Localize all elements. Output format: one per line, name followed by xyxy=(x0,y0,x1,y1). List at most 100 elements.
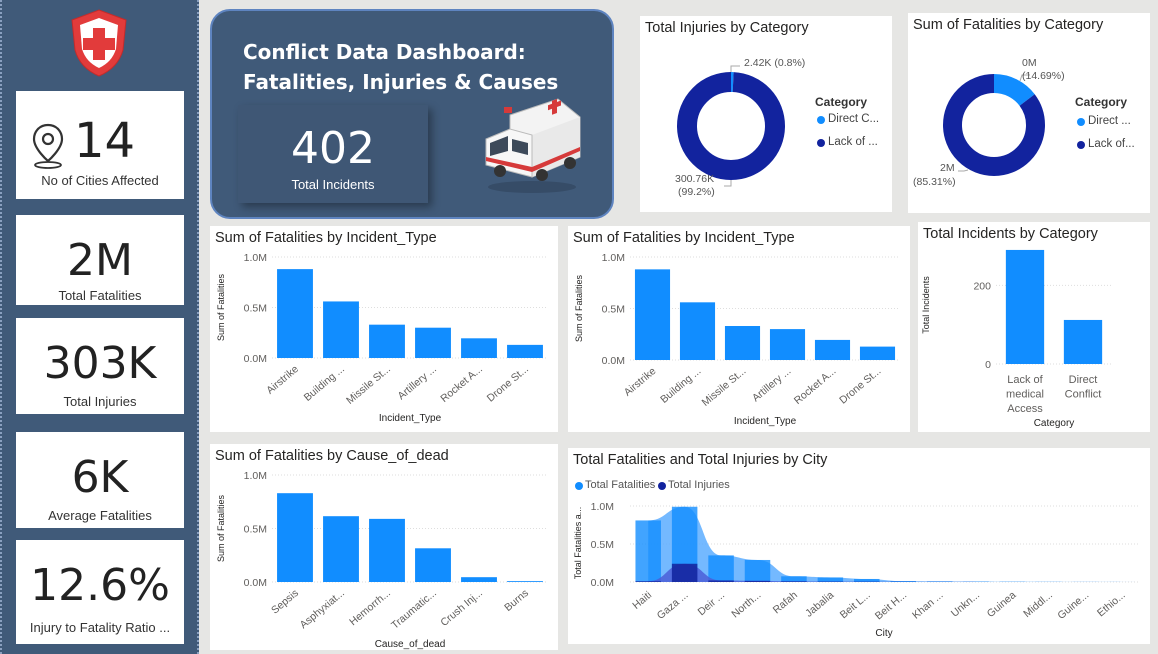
x-tick-label: Haiti xyxy=(630,589,654,612)
bar xyxy=(1063,319,1103,364)
donut-label-large-pct: (99.2%) xyxy=(678,186,715,198)
x-tick-label: Lack of xyxy=(1007,374,1043,386)
y-tick-label: 1.0M xyxy=(244,252,267,264)
legend-item-lack[interactable]: Lack of... xyxy=(1088,138,1135,150)
legend-item-direct[interactable]: Direct C... xyxy=(828,113,880,125)
y-axis-label: Sum of Fatalities xyxy=(574,274,584,342)
y-axis-label: Sum of Fatalities xyxy=(216,494,226,562)
y-axis-label: Total Incidents xyxy=(921,276,931,334)
column-total-fatalities xyxy=(890,581,916,582)
donut-label-large: 300.76K xyxy=(675,173,715,185)
kpi-label: Total Fatalities xyxy=(58,288,142,303)
kpi-label: Injury to Fatality Ratio ... xyxy=(29,620,171,635)
x-tick-label: Conflict xyxy=(1065,389,1102,401)
x-tick-label: Rocket A... xyxy=(792,365,839,407)
legend-dot-direct xyxy=(817,116,825,124)
column-total-injuries xyxy=(708,580,734,582)
x-tick-label: Rafah xyxy=(771,589,800,616)
donut-label-small: 2.42K (0.8%) xyxy=(744,57,806,69)
legend-dot-fatalities xyxy=(575,482,583,490)
x-tick-label: Unkn... xyxy=(949,589,982,620)
y-tick-label: 0.0M xyxy=(244,577,267,589)
y-tick-label: 1.0M xyxy=(244,470,267,482)
bar xyxy=(415,327,451,358)
leader-line xyxy=(730,65,740,72)
x-tick-label: Traumatic... xyxy=(389,587,439,632)
y-tick-label: 0.0M xyxy=(244,353,267,365)
column-total-injuries xyxy=(671,563,698,582)
fatalities-by-incident-type-panel-2: Sum of Fatalities by Incident_Type 0.0M 0… xyxy=(568,226,910,432)
hero-banner: Conflict Data Dashboard: Fatalities, Inj… xyxy=(210,9,614,219)
fatalities-by-cause-panel: Sum of Fatalities by Cause_of_dead 0.0M 0… xyxy=(210,444,558,650)
y-tick-label: 0.0M xyxy=(602,355,625,367)
kpi-value: 2M xyxy=(67,235,133,286)
kpi-total-fatalities: 2M Total Fatalities xyxy=(16,215,184,305)
x-tick-label: Rocket A... xyxy=(438,363,485,405)
x-tick-label: Artillery ... xyxy=(395,363,438,402)
x-tick-label: Sepsis xyxy=(269,587,301,616)
bar xyxy=(277,493,313,582)
x-tick-label: Beit H... xyxy=(873,589,909,622)
y-tick-label: 0.5M xyxy=(602,304,625,316)
x-tick-label: Access xyxy=(1007,403,1043,415)
legend-dot-lack xyxy=(817,139,825,147)
y-tick-label: 0.0M xyxy=(591,577,614,589)
x-tick-label: Airstrike xyxy=(264,363,301,397)
column-total-fatalities xyxy=(817,577,844,582)
column-total-fatalities xyxy=(926,581,953,582)
column-total-fatalities xyxy=(781,576,807,582)
donut-slice xyxy=(943,74,1045,176)
bar xyxy=(461,577,497,582)
location-pin-icon xyxy=(32,123,64,169)
fatalities-injuries-by-city-panel: Total Fatalities and Total Injuries by C… xyxy=(568,448,1150,644)
column-total-injuries xyxy=(781,581,807,582)
x-tick-label: Hemorrh... xyxy=(347,587,393,628)
legend-dot-direct xyxy=(1077,118,1085,126)
y-tick-label: 0.5M xyxy=(244,303,267,315)
column-total-fatalities xyxy=(854,578,880,582)
x-tick-label: Missile St... xyxy=(344,363,393,407)
kpi-cities-affected: 14 No of Cities Affected xyxy=(16,91,184,199)
bar xyxy=(323,516,359,582)
x-axis-label: Category xyxy=(1034,418,1075,429)
y-tick-label: 0.5M xyxy=(244,524,267,536)
fatalities-incident-bar-chart: 0.0M 0.5M 1.0M Airstrike Building ...Missile… xyxy=(216,252,548,424)
legend-item-lack[interactable]: Lack of ... xyxy=(828,136,878,148)
legend-item-fatalities[interactable]: Total Fatalities xyxy=(585,479,656,491)
y-tick-label: 1.0M xyxy=(591,501,614,513)
injuries-donut-chart xyxy=(677,65,785,187)
kpi-average-fatalities: 6K Average Fatalities xyxy=(16,432,184,528)
dashboard-title-line2: Fatalities, Injuries & Causes xyxy=(243,70,559,94)
total-incidents-label: Total Incidents xyxy=(291,177,375,192)
x-tick-label: Beit L... xyxy=(838,589,873,621)
x-tick-label: Missile St... xyxy=(700,365,749,409)
total-incidents-value: 402 xyxy=(291,123,375,174)
city-area-chart: 0.0M 0.5M 1.0M Haiti Gaza ... Deir ... North..… xyxy=(573,501,1140,639)
bar xyxy=(1005,249,1045,364)
x-axis-label: City xyxy=(875,628,892,639)
legend-item-injuries[interactable]: Total Injuries xyxy=(668,479,730,491)
leader-line xyxy=(724,180,732,187)
leader-line xyxy=(958,169,969,172)
bar xyxy=(814,339,851,360)
column-total-injuries xyxy=(744,580,771,582)
x-tick-label: Building ... xyxy=(302,363,347,404)
x-tick-label: Khan ... xyxy=(910,589,945,621)
donut-label-small-pct: (14.69%) xyxy=(1022,70,1065,82)
x-tick-label: Middl... xyxy=(1021,589,1055,620)
kpi-value: 303K xyxy=(43,338,157,389)
fatalities-by-category-panel: Sum of Fatalities by Category 0M (14.69%… xyxy=(908,13,1150,213)
x-tick-label: Jabalia xyxy=(803,589,836,620)
legend-item-direct[interactable]: Direct ... xyxy=(1088,115,1131,127)
x-tick-label: Airstrike xyxy=(622,365,659,399)
donut-label-large: 2M xyxy=(940,162,955,174)
panel-title: Sum of Fatalities by Incident_Type xyxy=(573,230,795,246)
y-axis-label: Total Fatalities a... xyxy=(573,507,583,580)
column-total-fatalities xyxy=(708,555,734,582)
bar xyxy=(415,548,451,582)
bar xyxy=(679,302,716,360)
donut-label-small: 0M xyxy=(1022,57,1037,69)
x-tick-label: Drone St... xyxy=(837,365,883,406)
fatalities-incident-bar-chart-2: 0.0M 0.5M 1.0M Airstrike Building ...Missile… xyxy=(574,252,900,427)
